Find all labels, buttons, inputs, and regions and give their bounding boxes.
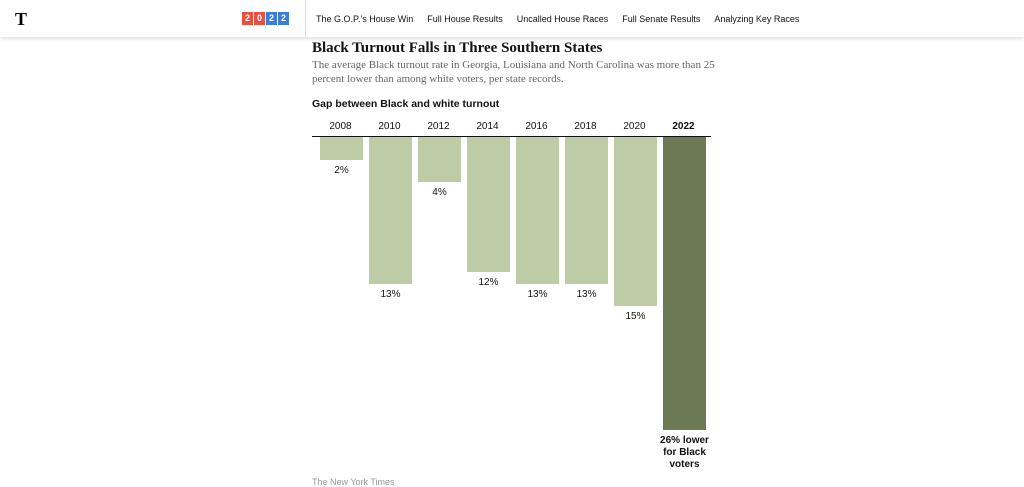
x-tick-label: 2008 xyxy=(329,121,352,132)
x-tick-label: 2014 xyxy=(476,121,499,132)
x-tick-label: 2022 xyxy=(672,121,695,132)
bar xyxy=(614,137,657,307)
value-label: 4% xyxy=(432,187,447,199)
bar xyxy=(516,137,559,284)
x-tick-label: 2020 xyxy=(623,121,646,132)
bar xyxy=(418,137,461,183)
nav-link[interactable]: Full Senate Results xyxy=(622,13,701,24)
value-label: 15% xyxy=(625,311,646,323)
value-label: 2% xyxy=(334,164,349,176)
bar xyxy=(565,137,608,284)
chart-subtitle: The average Black turnout rate in Georgi… xyxy=(312,59,715,85)
value-label: 13% xyxy=(380,288,401,300)
x-tick-label: 2016 xyxy=(525,121,548,132)
svg-text:T: T xyxy=(15,10,27,28)
x-tick-label: 2018 xyxy=(574,121,597,132)
nav-link[interactable]: Full House Results xyxy=(427,13,503,24)
x-tick-label: 2010 xyxy=(378,121,401,132)
chart-title: Black Turnout Falls in Three Southern St… xyxy=(312,40,603,56)
nav-links: The G.O.P.’s House Win Full House Results… xyxy=(305,0,803,37)
value-label: 13% xyxy=(527,288,548,300)
x-tick-label: 2012 xyxy=(427,121,450,132)
bar xyxy=(663,137,706,430)
value-label: 12% xyxy=(478,277,499,289)
source: The New York Times xyxy=(312,477,395,487)
bar xyxy=(467,137,510,273)
y-label: Gap between Black and white turnout xyxy=(312,98,500,110)
bar xyxy=(369,137,412,284)
value-label: 26% lower for Black voters xyxy=(660,435,709,470)
axis-line xyxy=(312,136,711,137)
nav-link[interactable]: Uncalled House Races xyxy=(516,13,609,24)
value-label: 13% xyxy=(576,288,597,300)
bar xyxy=(320,137,363,160)
nav-link[interactable]: Analyzing Key Races xyxy=(714,13,800,24)
logo[interactable]: T xyxy=(14,10,30,28)
nav-link[interactable]: The G.O.P.’s House Win xyxy=(316,13,414,24)
